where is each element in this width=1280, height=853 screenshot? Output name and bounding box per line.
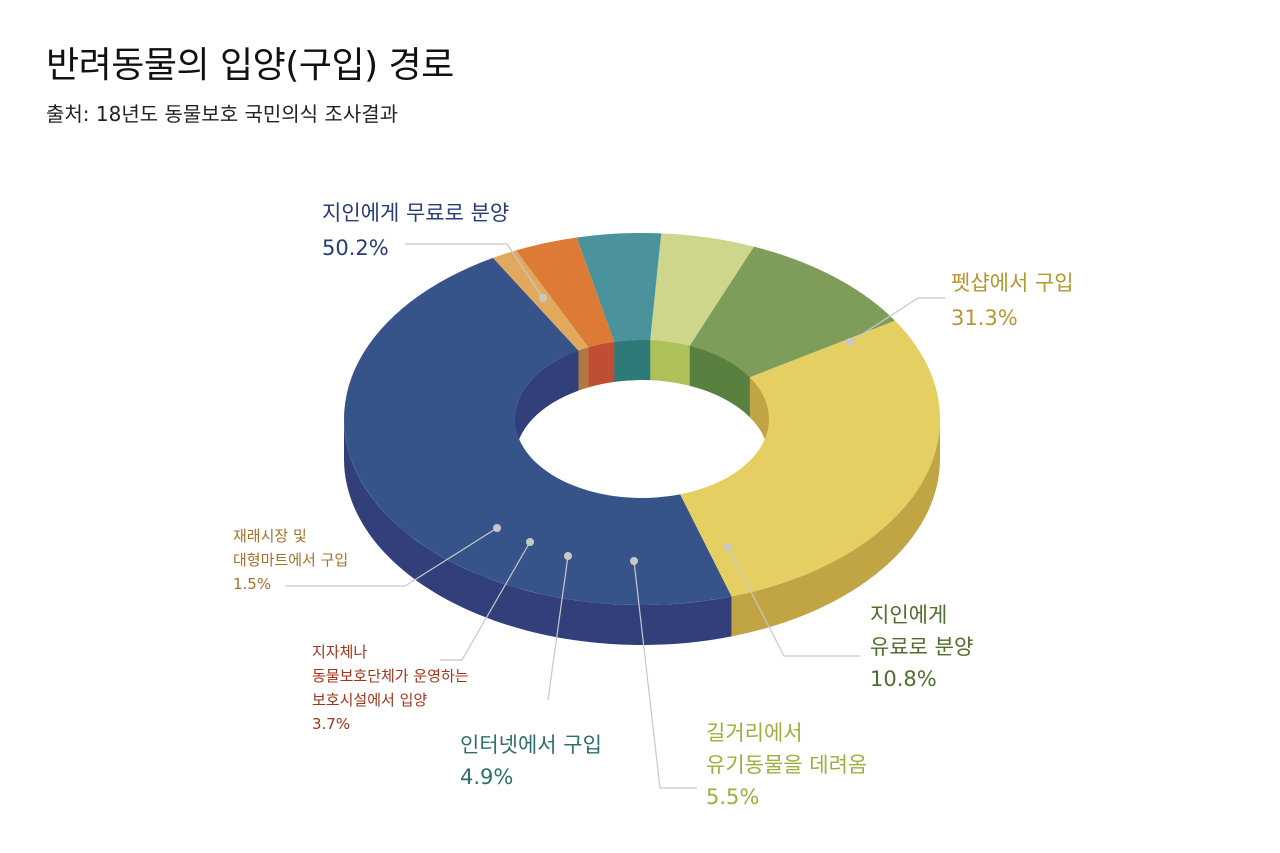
chart-title: 반려동물의 입양(구입) 경로 xyxy=(46,45,454,86)
slice-value-label-6: 1.5% xyxy=(233,575,271,593)
slice-4 xyxy=(576,233,662,342)
slice-2 xyxy=(689,246,895,378)
inner-wall-face-0 xyxy=(515,350,579,459)
slice-label-3-line-0: 길거리에서 xyxy=(706,721,803,745)
slice-value-label-3: 5.5% xyxy=(706,785,759,809)
side-face-0 xyxy=(344,419,732,645)
slice-value-label-5: 3.7% xyxy=(312,715,350,733)
inner-wall-face-4 xyxy=(614,339,651,382)
slice-label-6-line-1: 대형마트에서 구입 xyxy=(233,551,348,569)
slice-5 xyxy=(516,237,615,348)
leader-line-4 xyxy=(547,555,569,701)
leader-line-3 xyxy=(633,560,697,789)
inner-wall-face-5 xyxy=(588,341,615,388)
slice-0 xyxy=(344,257,732,605)
slice-label-4-line-0: 인터넷에서 구입 xyxy=(460,733,602,757)
leader-line-0 xyxy=(405,243,544,299)
leader-line-6 xyxy=(285,527,498,587)
slice-value-label-4: 4.9% xyxy=(460,765,513,789)
leader-dot-6 xyxy=(493,524,501,532)
slice-value-label-1: 31.3% xyxy=(951,306,1018,330)
leader-line-1 xyxy=(849,297,945,343)
slice-label-6-line-0: 재래시장 및 xyxy=(233,527,307,545)
leader-dot-1 xyxy=(846,338,854,346)
leader-dot-5 xyxy=(526,538,534,546)
inner-wall-face-6 xyxy=(578,347,589,391)
leader-dot-4 xyxy=(564,552,572,560)
donut-top-faces xyxy=(344,233,940,605)
leader-line-2 xyxy=(727,546,860,657)
leader-dot-0 xyxy=(539,294,547,302)
slice-label-5-line-1: 동물보호단체가 운영하는 xyxy=(312,667,469,685)
inner-wall-face-2 xyxy=(689,345,750,418)
inner-wall-face-3 xyxy=(650,340,690,386)
side-face-1 xyxy=(731,419,940,637)
slice-label-5-line-0: 지자체나 xyxy=(312,643,367,661)
slice-label-0-line-0: 지인에게 무료로 분양 xyxy=(322,201,509,225)
slice-label-2-line-1: 유료로 분양 xyxy=(870,635,973,659)
leader-dot-2 xyxy=(724,543,732,551)
inner-wall-face-1 xyxy=(749,377,769,459)
slice-value-label-2: 10.8% xyxy=(870,667,937,691)
slice-label-2-line-0: 지인에게 xyxy=(870,603,947,627)
slice-label-1-line-0: 펫샵에서 구입 xyxy=(951,271,1074,295)
slice-3 xyxy=(650,233,754,346)
leader-line-5 xyxy=(440,541,531,661)
leader-dot-3 xyxy=(630,557,638,565)
slice-label-5-line-2: 보호시설에서 입양 xyxy=(312,691,427,709)
slice-label-3-line-1: 유기동물을 데려옴 xyxy=(706,753,867,777)
donut-side-faces xyxy=(344,419,940,645)
leader-lines xyxy=(285,243,945,789)
slice-value-label-0: 50.2% xyxy=(322,236,389,260)
chart-subtitle: 출처: 18년도 동물보호 국민의식 조사결과 xyxy=(46,102,399,126)
slice-1 xyxy=(680,320,940,597)
